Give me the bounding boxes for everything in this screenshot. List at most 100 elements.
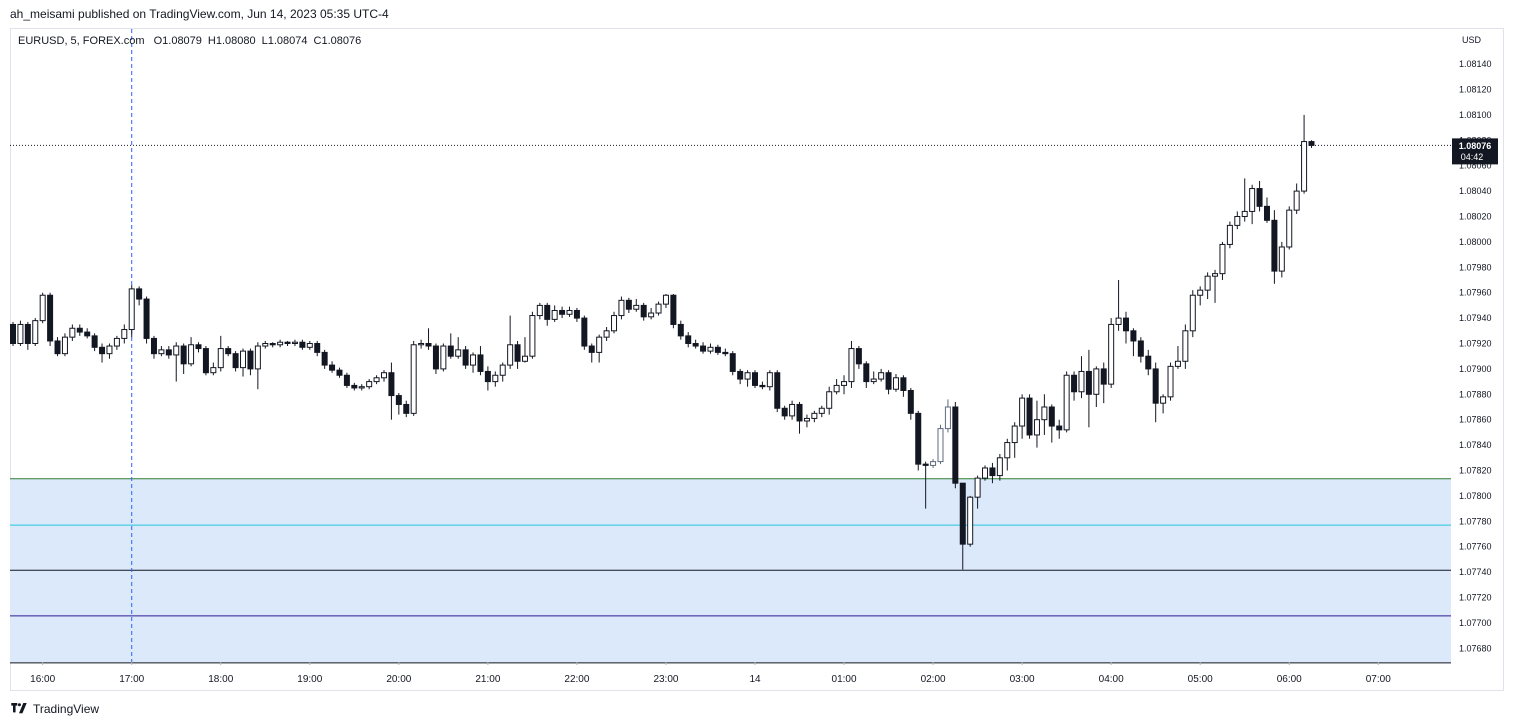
candle-body (173, 345, 180, 356)
candle (818, 405, 825, 418)
footer: TradingView (10, 702, 99, 716)
y-tick-label: 1.08040 (1459, 186, 1492, 196)
candle (106, 343, 113, 359)
y-tick-label: 1.07880 (1459, 389, 1492, 399)
y-tick-label: 1.07740 (1459, 567, 1492, 577)
candle (1078, 356, 1085, 399)
candle-body (306, 343, 313, 348)
candle-body (803, 417, 810, 422)
candle (1019, 394, 1026, 439)
candle-body (744, 372, 751, 380)
candle (1256, 180, 1263, 212)
candle-body (1093, 368, 1100, 395)
candle (826, 386, 833, 415)
zone-layer (10, 478, 1451, 663)
candle (150, 335, 157, 359)
candle-body (1078, 370, 1085, 393)
candle-body (269, 343, 276, 346)
candle (892, 373, 899, 392)
candle-body (336, 369, 343, 376)
level-lines (10, 29, 1451, 664)
candle (232, 351, 239, 372)
candle (974, 475, 981, 509)
candle (900, 375, 907, 397)
candle (195, 342, 202, 353)
candle (210, 362, 217, 376)
candle (1204, 272, 1211, 300)
candle (462, 346, 469, 369)
candle (17, 320, 24, 347)
candle-body (1085, 370, 1092, 395)
x-tick-label: 01:00 (832, 674, 857, 685)
candle (262, 340, 269, 349)
candle (1301, 114, 1308, 194)
candle-body (737, 370, 744, 380)
y-tick-label: 1.07780 (1459, 516, 1492, 526)
x-tick-label: 04:00 (1099, 674, 1124, 685)
candle (789, 400, 796, 420)
candle (388, 362, 395, 420)
candle-body (1278, 246, 1285, 272)
time-axis: 16:00 17:00 18:00 19:00 20:00 21:00 22:00 23:00… (30, 662, 1391, 685)
y-tick-label: 1.08140 (1459, 59, 1492, 69)
candle-body (1100, 368, 1107, 385)
candle (878, 368, 885, 382)
candle (10, 321, 16, 347)
candle (492, 371, 499, 387)
candle-body (692, 343, 699, 347)
candle-body (922, 463, 929, 466)
candle (1293, 183, 1300, 214)
candle (381, 370, 387, 382)
candle (1263, 197, 1270, 223)
candle-body (343, 374, 350, 386)
candle-body (39, 294, 46, 322)
candle-body (425, 343, 432, 347)
candle-body (69, 327, 76, 338)
candle-body (373, 377, 380, 383)
candle (269, 342, 276, 348)
candle-body (944, 406, 951, 430)
candle (559, 306, 566, 319)
y-tick-label: 1.07760 (1459, 542, 1492, 552)
candle (1241, 178, 1248, 222)
candle (848, 340, 855, 388)
candle-body (544, 304, 551, 320)
candle (982, 465, 989, 481)
candle-body (291, 341, 298, 345)
candle (915, 410, 922, 471)
candle (277, 339, 284, 348)
candle-body (581, 317, 588, 347)
candle (1308, 140, 1315, 148)
candle (410, 340, 417, 416)
currency-label: USD (1462, 35, 1482, 45)
candle-body (952, 406, 959, 484)
candle (803, 414, 810, 428)
candle-body (165, 349, 172, 356)
candle-body (432, 345, 439, 370)
candle (143, 296, 150, 344)
candle-body (655, 303, 662, 314)
candle-body (870, 378, 877, 383)
candle (581, 315, 588, 350)
candle (351, 382, 358, 391)
candle-body (262, 343, 269, 347)
candle (1123, 311, 1129, 344)
candle (766, 370, 773, 391)
candle-body (1189, 294, 1196, 332)
candle-body (811, 412, 818, 419)
candle (700, 342, 707, 354)
candle (863, 361, 870, 388)
candle-body (188, 344, 195, 365)
candle-body (1234, 216, 1241, 226)
candle (752, 370, 758, 388)
candle-body (388, 372, 395, 397)
candle-body (418, 343, 425, 346)
candle-body (217, 348, 224, 369)
candle-body (596, 336, 603, 353)
candle-body (76, 327, 83, 333)
candle (729, 351, 736, 376)
candle-body (967, 496, 974, 545)
candle (1137, 337, 1144, 363)
candle-body (47, 294, 54, 342)
